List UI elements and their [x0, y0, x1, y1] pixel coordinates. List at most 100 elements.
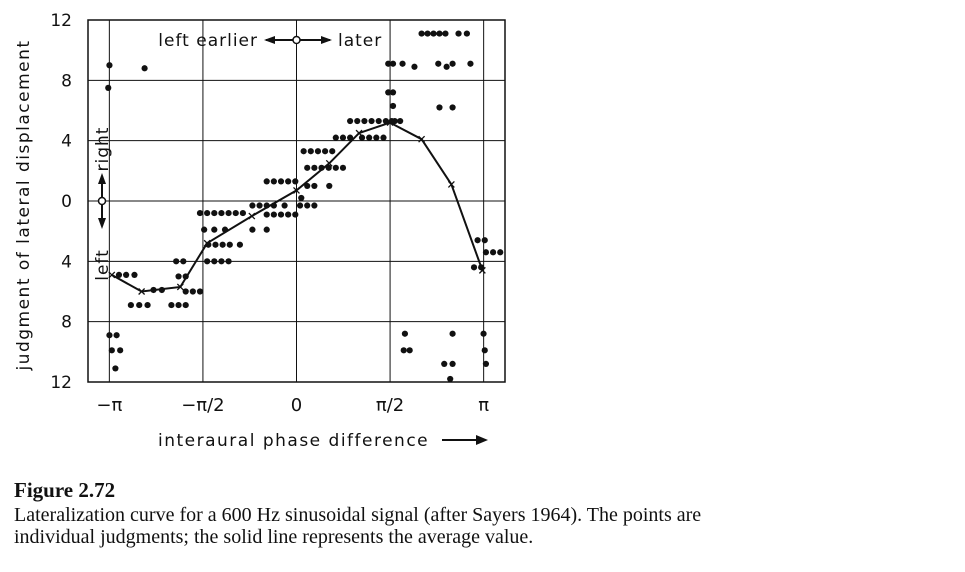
- x-tick-label: −π/2: [181, 395, 224, 416]
- judgment-point: [436, 30, 443, 37]
- judgment-point: [263, 178, 270, 185]
- average-marker-stroke: [248, 212, 256, 220]
- judgment-point: [307, 148, 314, 155]
- judgment-point: [296, 202, 304, 209]
- judgment-point: [321, 148, 329, 155]
- judgment-point: [300, 148, 307, 155]
- judgment-point: [311, 164, 318, 171]
- judgment-point: [218, 258, 225, 265]
- judgment-point: [480, 330, 487, 337]
- judgment-point: [482, 249, 490, 256]
- judgment-point: [239, 209, 246, 217]
- average-marker-stroke: [418, 135, 426, 143]
- judgment-point: [467, 60, 474, 67]
- judgment-point: [144, 301, 151, 309]
- judgment-point: [406, 347, 413, 354]
- caption-line-1: Lateralization curve for a 600 Hz sinuso…: [14, 504, 702, 526]
- judgment-point: [182, 301, 189, 309]
- judgment-point: [449, 60, 456, 67]
- side-arrow-down-head: [98, 218, 106, 229]
- judgment-point: [136, 301, 143, 309]
- judgment-point: [298, 194, 305, 202]
- judgment-point: [113, 332, 120, 339]
- judgment-point: [470, 264, 478, 271]
- judgment-point: [481, 237, 488, 244]
- judgment-point: [106, 62, 113, 69]
- average-marker-stroke: [447, 180, 455, 188]
- judgment-point: [385, 60, 392, 67]
- judgment-point: [204, 209, 211, 217]
- average-marker: [478, 266, 486, 274]
- average-marker: [355, 129, 363, 137]
- average-marker: [418, 135, 426, 143]
- side-arrow-up-head: [98, 173, 106, 184]
- judgment-point: [285, 211, 292, 218]
- annotations: left earlier later right left: [93, 31, 381, 281]
- lateralization-chart: 12 8 4 0 4 8 12 −π −π/2 0 π/2 π left earlier later ri…: [14, 11, 506, 451]
- judgment-point: [182, 288, 189, 295]
- time-arrow-origin: [292, 35, 301, 45]
- judgment-point: [256, 202, 263, 209]
- judgment-point: [218, 209, 225, 217]
- judgment-point: [389, 102, 397, 110]
- judgment-point: [304, 182, 311, 190]
- judgment-point: [263, 211, 270, 218]
- judgment-point: [389, 89, 397, 96]
- caption-body: Lateralization curve for a 600 Hz sinuso…: [14, 504, 954, 548]
- x-tick-label: π/2: [376, 395, 404, 416]
- y-tick-label: 12: [50, 11, 72, 31]
- judgment-point: [449, 104, 456, 111]
- annotation-left-earlier: left earlier: [158, 31, 258, 51]
- time-arrow-right-head: [321, 36, 332, 44]
- judgment-point: [225, 258, 232, 265]
- judgment-point: [339, 164, 347, 171]
- y-tick-label: 12: [50, 373, 72, 393]
- average-marker-stroke: [355, 129, 363, 137]
- judgment-point: [292, 178, 299, 185]
- judgment-point: [168, 301, 175, 309]
- judgment-point: [397, 117, 404, 125]
- average-marker-stroke: [138, 288, 146, 295]
- x-tick-label: 0: [291, 395, 302, 416]
- judgment-point: [455, 30, 462, 37]
- judgment-point: [411, 63, 418, 70]
- judgment-point: [463, 30, 470, 37]
- judgment-point: [375, 117, 382, 125]
- figure-caption: Figure 2.72 Lateralization curve for a 6…: [14, 478, 954, 548]
- average-marker: [203, 239, 211, 247]
- judgment-point: [201, 226, 208, 233]
- judgment-point: [401, 330, 409, 337]
- average-marker: [138, 288, 146, 295]
- judgment-point: [435, 60, 442, 67]
- judgment-point: [232, 209, 239, 217]
- judgment-point: [270, 178, 277, 185]
- judgment-point: [474, 237, 481, 244]
- x-tick-label: π: [478, 395, 489, 416]
- judgment-point: [314, 148, 322, 155]
- judgment-point: [497, 249, 504, 256]
- judgment-point: [123, 271, 130, 279]
- judgment-point: [304, 164, 311, 171]
- judgment-point: [311, 182, 318, 190]
- judgment-point: [424, 30, 431, 37]
- judgment-point: [447, 375, 454, 383]
- judgment-point: [373, 134, 380, 141]
- average-marker: [447, 180, 455, 188]
- judgment-point: [339, 134, 347, 141]
- judgment-point: [173, 258, 180, 265]
- judgment-point: [105, 84, 112, 91]
- judgment-point: [449, 360, 456, 367]
- average-marker: [176, 283, 184, 291]
- time-arrow-left-head: [264, 36, 275, 44]
- judgment-point: [354, 117, 361, 125]
- caption-title: Figure 2.72: [14, 478, 116, 502]
- average-marker-stroke: [176, 283, 184, 291]
- average-marker-stroke: [293, 186, 300, 194]
- x-axis-label-arrowhead: [476, 435, 488, 445]
- x-tick-label: −π: [96, 395, 122, 416]
- judgment-point: [112, 365, 119, 372]
- judgment-point: [277, 211, 285, 218]
- judgment-point: [430, 30, 437, 37]
- judgment-point: [332, 134, 339, 141]
- judgment-point: [106, 332, 113, 339]
